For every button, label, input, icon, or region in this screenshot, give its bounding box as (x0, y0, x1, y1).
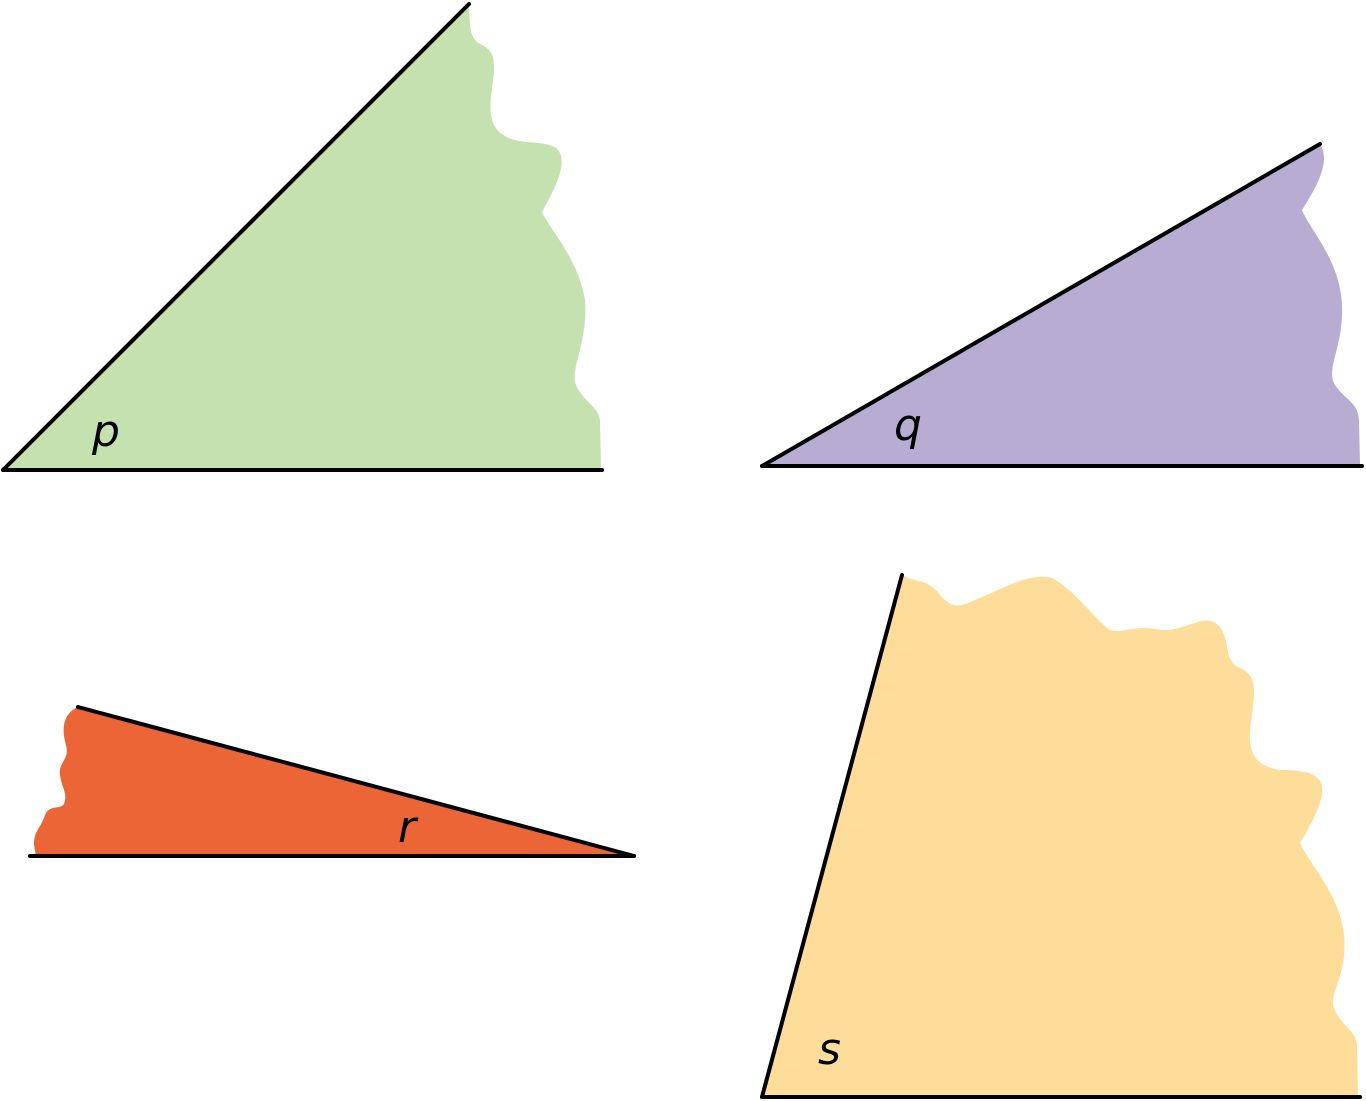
angle-p-label: p (91, 406, 120, 457)
angle-p: p (1, 2, 604, 472)
angle-q-ray (760, 142, 1322, 468)
angle-q-label: q (894, 400, 922, 451)
angle-q-fill (762, 144, 1360, 466)
angle-r-fill (34, 707, 634, 856)
angle-r-label: r (398, 802, 419, 853)
angle-r: r (28, 705, 636, 858)
angle-q: q (760, 142, 1364, 468)
angle-r-ray (76, 705, 636, 858)
angle-s-fill (762, 575, 1358, 1097)
angle-p-fill (3, 4, 601, 470)
angle-s: s (760, 573, 1362, 1099)
angle-p-ray (1, 2, 471, 472)
angle-s-ray (760, 573, 904, 1099)
angle-s-label: s (818, 1024, 841, 1075)
